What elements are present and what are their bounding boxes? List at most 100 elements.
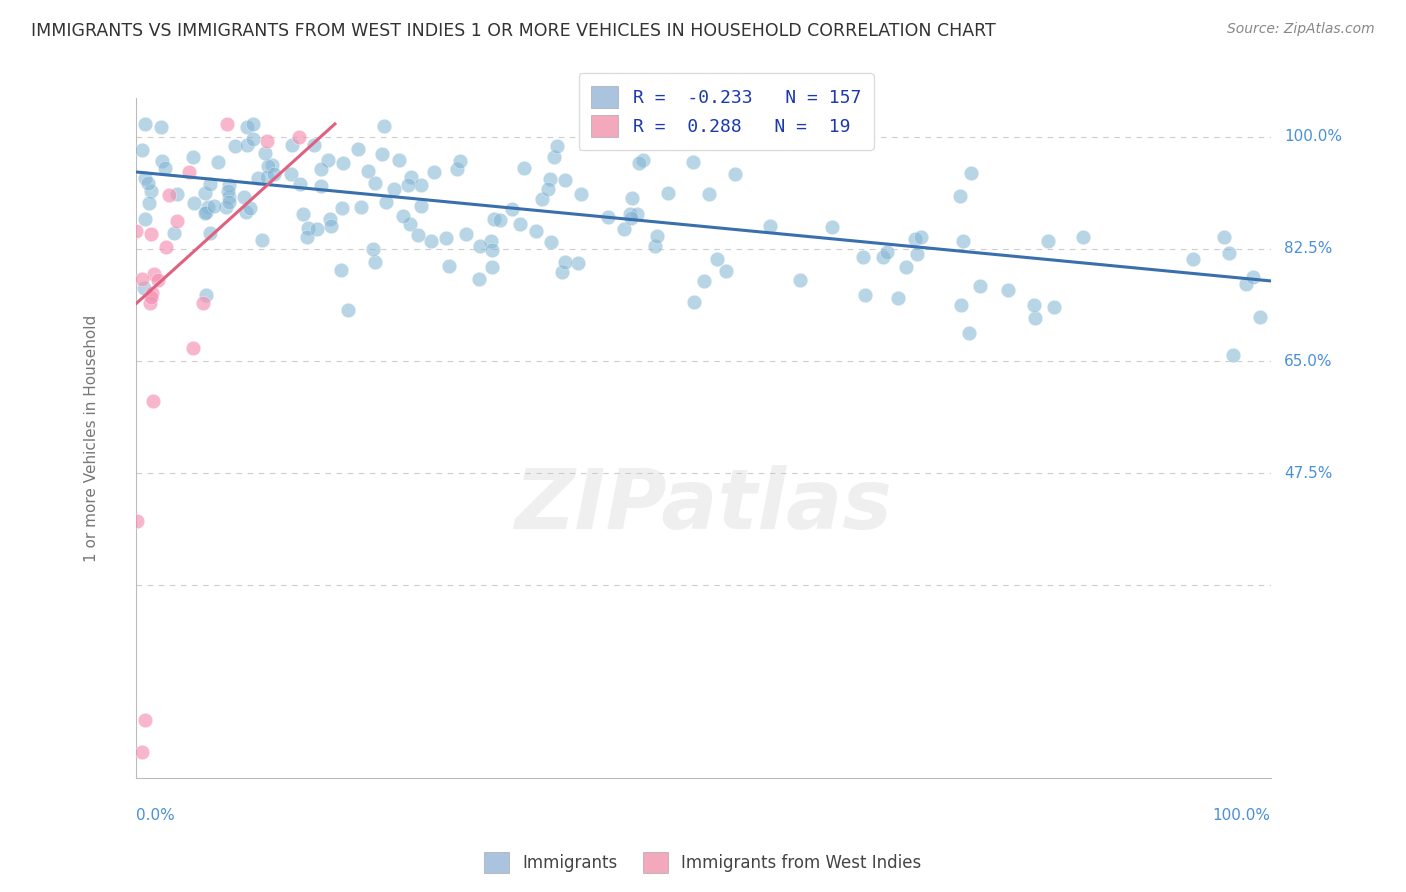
Point xyxy=(789,273,811,287)
Point xyxy=(157,188,180,202)
Text: IMMIGRANTS VS IMMIGRANTS FROM WEST INDIES 1 OR MORE VEHICLES IN HOUSEHOLD CORREL: IMMIGRANTS VS IMMIGRANTS FROM WEST INDIE… xyxy=(31,22,995,40)
Point xyxy=(387,153,409,167)
Point xyxy=(239,201,262,215)
Point xyxy=(181,151,204,165)
Point xyxy=(554,255,576,269)
Point xyxy=(224,139,246,153)
Point xyxy=(207,155,229,169)
Point xyxy=(540,235,562,249)
Point xyxy=(321,219,343,233)
Point xyxy=(280,167,302,181)
Point xyxy=(613,222,636,236)
Point xyxy=(349,200,371,214)
Point xyxy=(374,194,396,209)
Point xyxy=(411,178,433,192)
Point xyxy=(1241,269,1264,284)
Point xyxy=(620,211,643,225)
Point xyxy=(236,137,259,152)
Point xyxy=(166,213,188,227)
Point xyxy=(724,167,747,181)
Point xyxy=(202,199,225,213)
Point xyxy=(876,244,898,259)
Point xyxy=(309,161,332,176)
Point xyxy=(143,267,166,281)
Point xyxy=(319,212,342,227)
Point xyxy=(131,144,153,158)
Point xyxy=(311,178,333,193)
Point xyxy=(489,213,512,227)
Point xyxy=(1024,298,1046,312)
Point xyxy=(1182,252,1205,267)
Point xyxy=(1218,246,1240,260)
Point xyxy=(872,250,894,264)
Point xyxy=(821,219,844,234)
Point xyxy=(627,156,650,170)
Point xyxy=(479,234,502,248)
Point xyxy=(997,283,1019,297)
Point xyxy=(297,220,319,235)
Point xyxy=(546,138,568,153)
Point xyxy=(1043,300,1066,314)
Point xyxy=(910,229,932,244)
Point xyxy=(543,150,565,164)
Point xyxy=(280,138,302,153)
Point xyxy=(619,207,641,221)
Point xyxy=(1212,230,1234,244)
Point xyxy=(481,260,503,275)
Point xyxy=(364,176,387,190)
Point xyxy=(125,224,148,238)
Point xyxy=(482,212,505,227)
Point xyxy=(409,199,432,213)
Point xyxy=(288,177,311,191)
Point xyxy=(596,210,619,224)
Point xyxy=(198,177,221,191)
Point xyxy=(139,296,162,310)
Point xyxy=(181,341,204,355)
Point xyxy=(332,156,354,170)
Point xyxy=(449,153,471,168)
Point xyxy=(1234,277,1257,291)
Point xyxy=(952,234,974,248)
Point xyxy=(134,171,156,186)
Point xyxy=(569,187,592,202)
Point xyxy=(456,227,478,242)
Point xyxy=(706,252,728,266)
Point xyxy=(373,119,395,133)
Point xyxy=(960,166,983,180)
Point xyxy=(644,238,666,252)
Point xyxy=(647,229,669,244)
Point xyxy=(150,154,173,169)
Point xyxy=(136,176,159,190)
Text: 0.0%: 0.0% xyxy=(136,808,176,823)
Point xyxy=(139,290,162,304)
Point xyxy=(247,170,270,185)
Point xyxy=(887,291,910,305)
Point xyxy=(399,169,422,184)
Point xyxy=(371,147,394,161)
Point xyxy=(626,207,648,221)
Text: 47.5%: 47.5% xyxy=(1284,466,1333,481)
Point xyxy=(957,326,980,340)
Point xyxy=(256,134,278,148)
Point xyxy=(127,514,149,528)
Point xyxy=(1036,234,1059,248)
Point xyxy=(336,302,359,317)
Point xyxy=(254,145,277,160)
Point xyxy=(142,393,165,408)
Point xyxy=(1071,230,1094,244)
Point xyxy=(183,196,205,211)
Point xyxy=(357,163,380,178)
Text: 82.5%: 82.5% xyxy=(1284,242,1333,256)
Point xyxy=(291,207,314,221)
Point xyxy=(218,178,240,193)
Point xyxy=(399,217,422,231)
Point xyxy=(759,219,782,233)
Point xyxy=(554,173,576,187)
Point xyxy=(949,297,972,311)
Point xyxy=(330,262,353,277)
Point xyxy=(134,713,156,727)
Text: 100.0%: 100.0% xyxy=(1213,808,1271,823)
Point xyxy=(697,186,720,201)
Point xyxy=(166,186,188,201)
Point xyxy=(406,227,429,242)
